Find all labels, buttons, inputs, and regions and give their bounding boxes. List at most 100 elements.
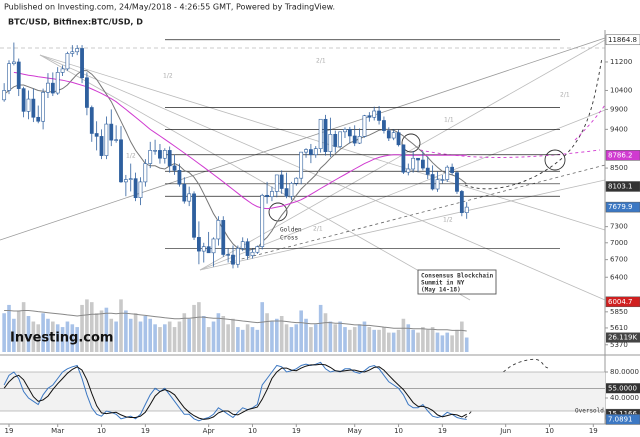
volume-bar — [425, 329, 430, 352]
candle-body — [377, 110, 381, 121]
x-tick-label: 10 — [248, 427, 257, 435]
y-tick-label: 7300 — [610, 223, 628, 231]
candle-body — [197, 237, 201, 252]
candle-body — [308, 149, 313, 156]
candle-body — [440, 179, 445, 181]
y-tick-label: 5370 — [610, 341, 628, 349]
x-tick-label: 10 — [545, 427, 554, 435]
volume-bar — [51, 321, 55, 352]
candle-body — [192, 193, 196, 238]
candle-body — [133, 178, 138, 199]
candle-body — [279, 174, 284, 189]
volume-bar — [309, 327, 313, 352]
volume-bar — [411, 329, 415, 352]
published-note: Published on Investing.com, 24/May/2018 … — [4, 3, 335, 12]
price-marker-label: 8786.2 — [608, 151, 633, 159]
candle-body — [250, 251, 255, 256]
volume-bar — [313, 324, 318, 352]
candle-body — [245, 241, 250, 256]
volume-bar — [104, 307, 109, 352]
candle-body — [367, 115, 372, 118]
candle-body — [143, 163, 148, 183]
level-marker-label: 55.0000 — [608, 384, 637, 392]
volume-bar — [318, 304, 323, 352]
price-marker-label: 6004.7 — [608, 298, 633, 306]
volume-bar — [430, 327, 435, 352]
candle-body — [231, 254, 235, 265]
candle-body — [401, 144, 406, 173]
candle-body — [70, 51, 75, 54]
volume-bar — [177, 321, 182, 352]
candle-body — [153, 150, 157, 152]
y-tick-label: 7000 — [610, 239, 628, 247]
volume-bar — [192, 304, 196, 352]
candle-body — [177, 170, 182, 185]
volume-bar — [80, 304, 84, 352]
x-tick-label: Jun — [499, 427, 511, 435]
candle-body — [211, 238, 216, 254]
volume-bar — [421, 327, 425, 352]
volume-bar — [167, 321, 172, 352]
candle-body — [284, 188, 289, 197]
y-tick-label: 9900 — [610, 105, 628, 113]
volume-bar — [382, 327, 386, 352]
candle-body — [435, 179, 440, 190]
volume-bar — [26, 316, 31, 352]
volume-bar — [41, 313, 45, 352]
volume-bar — [284, 324, 289, 352]
fan-line — [199, 109, 606, 271]
candle-body — [372, 110, 377, 118]
candle-body — [128, 178, 133, 180]
volume-bar — [119, 299, 123, 352]
volume-bar — [12, 318, 16, 352]
volume-bar — [250, 327, 255, 352]
fan-label: 1/2 — [163, 73, 173, 80]
candle-body — [455, 172, 459, 192]
candle-body — [270, 191, 274, 198]
candle-body — [89, 107, 94, 134]
volume-bar — [16, 310, 21, 352]
volume-bar — [435, 332, 440, 352]
annotation: Golden — [280, 227, 302, 234]
volume-bar — [75, 327, 79, 352]
x-tick-label: 19 — [589, 427, 598, 435]
volume-bar — [60, 327, 65, 352]
volume-bar — [46, 318, 50, 352]
candle-body — [182, 183, 187, 202]
candle-body — [260, 194, 265, 247]
candle-body — [430, 174, 435, 190]
candle-body — [289, 183, 294, 197]
volume-bar — [304, 318, 308, 352]
volume-bar — [55, 324, 60, 352]
level-marker — [606, 383, 640, 394]
volume-bar — [21, 302, 26, 352]
y-tick-label: 5850 — [610, 308, 628, 316]
candle-body — [221, 220, 226, 255]
projection — [574, 104, 606, 141]
volume-bar — [294, 324, 299, 352]
candle-body — [265, 194, 269, 198]
x-tick-label: 19 — [141, 427, 150, 435]
volume-bar — [31, 321, 36, 352]
oscillator-line — [3, 363, 467, 420]
y-tick-label: 11200 — [610, 58, 632, 66]
volume-bar — [275, 318, 279, 352]
volume-bar — [65, 321, 70, 352]
price-marker — [605, 296, 640, 308]
volume-bar — [343, 327, 347, 352]
volume-bar — [158, 327, 162, 352]
volume-bar — [464, 337, 469, 352]
event-label: Consensus Blockchain — [421, 273, 494, 280]
candle-body — [119, 139, 123, 183]
candle-body — [99, 136, 104, 156]
candle-body — [333, 134, 338, 147]
candle-body — [75, 48, 80, 53]
volume-bar — [216, 313, 221, 352]
volume-bar — [240, 329, 245, 352]
volume-bar — [455, 329, 459, 352]
circle-marker — [544, 149, 566, 171]
volume-bar — [255, 329, 260, 352]
candle-body — [323, 118, 328, 152]
price-marker — [605, 181, 640, 192]
volume-bar — [148, 318, 153, 352]
